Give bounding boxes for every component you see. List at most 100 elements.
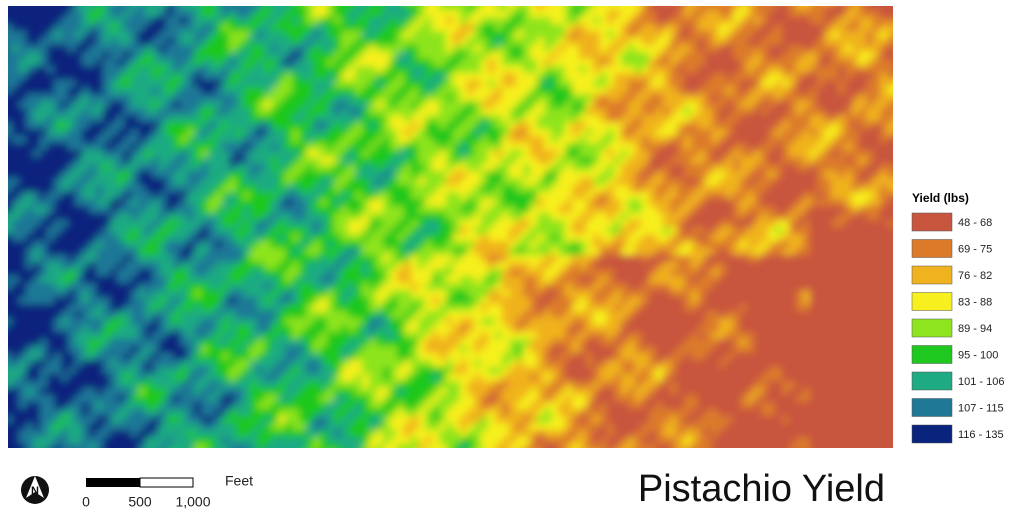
raster-cell <box>75 108 83 116</box>
raster-cell <box>54 171 62 179</box>
raster-cell <box>425 66 433 74</box>
raster-cell <box>600 185 608 193</box>
raster-cell <box>761 73 769 81</box>
raster-cell <box>796 115 804 123</box>
raster-cell <box>656 150 664 158</box>
raster-cell <box>530 45 538 53</box>
raster-cell <box>726 0 734 4</box>
raster-cell <box>565 94 573 102</box>
raster-cell <box>663 59 671 67</box>
raster-cell <box>838 94 846 102</box>
raster-cell <box>89 213 97 221</box>
raster-cell <box>880 248 888 256</box>
raster-cell <box>250 241 258 249</box>
raster-cell <box>131 94 139 102</box>
raster-cell <box>467 94 475 102</box>
raster-cell <box>40 38 48 46</box>
raster-cell <box>684 17 692 25</box>
raster-cell <box>691 108 699 116</box>
raster-cell <box>432 31 440 39</box>
raster-cell <box>103 73 111 81</box>
raster-cell <box>705 136 713 144</box>
raster-cell <box>530 0 538 4</box>
raster-cell <box>96 157 104 165</box>
raster-cell <box>663 199 671 207</box>
raster-cell <box>726 164 734 172</box>
raster-cell <box>488 178 496 186</box>
raster-cell <box>327 17 335 25</box>
raster-cell <box>796 87 804 95</box>
raster-cell <box>180 52 188 60</box>
raster-cell <box>362 3 370 11</box>
raster-cell <box>691 3 699 11</box>
raster-cell <box>677 17 685 25</box>
raster-cell <box>320 220 328 228</box>
raster-cell <box>495 101 503 109</box>
raster-cell <box>600 241 608 249</box>
raster-cell <box>747 66 755 74</box>
raster-cell <box>152 192 160 200</box>
raster-cell <box>810 0 818 4</box>
raster-cell <box>201 262 209 270</box>
raster-cell <box>390 157 398 165</box>
raster-cell <box>12 171 20 179</box>
raster-cell <box>775 206 783 214</box>
raster-cell <box>887 157 895 165</box>
raster-cell <box>96 143 104 151</box>
raster-cell <box>607 122 615 130</box>
raster-cell <box>96 59 104 67</box>
raster-cell <box>61 87 69 95</box>
raster-cell <box>453 108 461 116</box>
raster-cell <box>537 185 545 193</box>
raster-cell <box>502 17 510 25</box>
raster-cell <box>530 199 538 207</box>
raster-cell <box>61 227 69 235</box>
raster-cell <box>404 171 412 179</box>
raster-cell <box>502 199 510 207</box>
raster-cell <box>0 136 6 144</box>
raster-cell <box>19 59 27 67</box>
raster-cell <box>880 10 888 18</box>
raster-cell <box>537 150 545 158</box>
raster-cell <box>292 227 300 235</box>
raster-cell <box>26 101 34 109</box>
raster-cell <box>411 185 419 193</box>
raster-cell <box>852 164 860 172</box>
raster-cell <box>173 136 181 144</box>
raster-cell <box>698 66 706 74</box>
raster-cell <box>376 206 384 214</box>
raster-cell <box>523 59 531 67</box>
raster-cell <box>565 87 573 95</box>
raster-cell <box>607 143 615 151</box>
raster-cell <box>327 241 335 249</box>
raster-cell <box>12 59 20 67</box>
raster-cell <box>684 171 692 179</box>
raster-cell <box>579 248 587 256</box>
raster-cell <box>831 192 839 200</box>
raster-cell <box>628 10 636 18</box>
raster-cell <box>306 38 314 46</box>
raster-cell <box>383 213 391 221</box>
raster-cell <box>257 178 265 186</box>
raster-cell <box>201 164 209 172</box>
raster-cell <box>299 52 307 60</box>
raster-cell <box>33 248 41 256</box>
raster-cell <box>586 143 594 151</box>
raster-cell <box>691 101 699 109</box>
raster-cell <box>348 59 356 67</box>
raster-cell <box>89 143 97 151</box>
raster-cell <box>474 255 482 263</box>
raster-cell <box>285 94 293 102</box>
raster-cell <box>488 38 496 46</box>
raster-cell <box>859 227 867 235</box>
raster-cell <box>68 199 76 207</box>
raster-cell <box>852 87 860 95</box>
raster-cell <box>747 10 755 18</box>
raster-cell <box>327 213 335 221</box>
raster-cell <box>166 234 174 242</box>
raster-cell <box>250 164 258 172</box>
raster-cell <box>880 241 888 249</box>
raster-cell <box>54 87 62 95</box>
raster-cell <box>292 31 300 39</box>
raster-cell <box>803 94 811 102</box>
